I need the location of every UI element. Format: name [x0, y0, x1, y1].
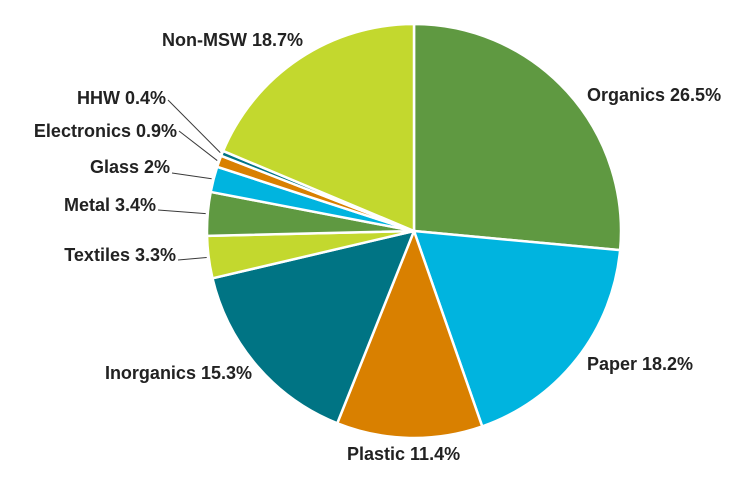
- pie-slice-non-msw: [221, 22, 416, 233]
- leader-line-textiles: [177, 256, 207, 261]
- leader-line-hhw: [167, 99, 221, 153]
- slice-label-inorganics: Inorganics 15.3%: [105, 363, 252, 383]
- pie-slice-inorganics: [211, 229, 416, 425]
- slice-label-glass: Glass 2%: [90, 157, 170, 177]
- pie-slices: [205, 22, 623, 440]
- pie-slice-plastic: [336, 229, 484, 440]
- slice-label-electronics: Electronics 0.9%: [34, 121, 177, 141]
- slice-label-organics: Organics 26.5%: [587, 85, 721, 105]
- leader-line-electronics: [178, 130, 218, 161]
- slice-label-plastic: Plastic 11.4%: [347, 444, 460, 464]
- leader-lines: [157, 99, 221, 261]
- pie-slice-organics: [412, 22, 623, 252]
- slice-label-metal: Metal 3.4%: [64, 195, 156, 215]
- slice-labels: Organics 26.5% Paper 18.2% Plastic 11.4% In…: [34, 30, 721, 464]
- leader-line-glass: [171, 172, 212, 180]
- slice-label-textiles: Textiles 3.3%: [64, 245, 176, 265]
- slice-label-non-msw: Non-MSW 18.7%: [162, 30, 303, 50]
- leader-line-metal: [157, 209, 206, 215]
- slice-label-paper: Paper 18.2%: [587, 354, 693, 374]
- slice-label-hhw: HHW 0.4%: [77, 88, 166, 108]
